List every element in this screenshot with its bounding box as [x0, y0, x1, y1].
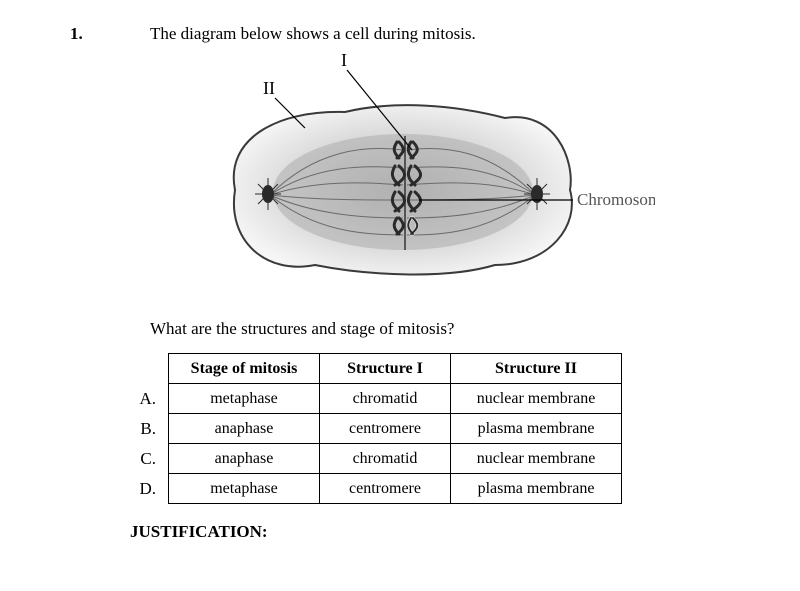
col-structure-i: Structure I	[320, 354, 451, 384]
label-II: II	[263, 78, 275, 98]
cell: plasma membrane	[451, 474, 622, 504]
label-I: I	[341, 50, 347, 70]
cell: metaphase	[169, 474, 320, 504]
cell: centromere	[320, 474, 451, 504]
cell: plasma membrane	[451, 414, 622, 444]
cell: anaphase	[169, 444, 320, 474]
question-text: The diagram below shows a cell during mi…	[150, 24, 476, 44]
table-row: anaphase centromere plasma membrane	[169, 414, 622, 444]
cell: anaphase	[169, 414, 320, 444]
sub-question: What are the structures and stage of mit…	[150, 319, 740, 339]
diagram-container: I II Chromosomes	[70, 50, 740, 305]
row-label-A: A.	[130, 384, 162, 414]
table-row: anaphase chromatid nuclear membrane	[169, 444, 622, 474]
row-label-C: C.	[130, 444, 162, 474]
cell: centromere	[320, 414, 451, 444]
table-row: metaphase centromere plasma membrane	[169, 474, 622, 504]
label-chromosomes: Chromosomes	[577, 190, 655, 209]
page: 1. The diagram below shows a cell during…	[0, 0, 800, 542]
row-labels: A. B. C. D.	[130, 353, 162, 504]
question-row: 1. The diagram below shows a cell during…	[70, 24, 740, 44]
question-number: 1.	[70, 24, 150, 44]
mitosis-diagram: I II Chromosomes	[155, 50, 655, 305]
table-row: metaphase chromatid nuclear membrane	[169, 384, 622, 414]
answer-table: Stage of mitosis Structure I Structure I…	[168, 353, 622, 504]
cell: nuclear membrane	[451, 384, 622, 414]
col-structure-ii: Structure II	[451, 354, 622, 384]
cell: chromatid	[320, 444, 451, 474]
answer-table-wrap: A. B. C. D. Stage of mitosis Structure I…	[130, 353, 740, 504]
row-label-spacer	[130, 353, 162, 384]
table-header-row: Stage of mitosis Structure I Structure I…	[169, 354, 622, 384]
row-label-D: D.	[130, 474, 162, 504]
row-label-B: B.	[130, 414, 162, 444]
cell: metaphase	[169, 384, 320, 414]
cell: chromatid	[320, 384, 451, 414]
justification-label: JUSTIFICATION:	[130, 522, 740, 542]
cell: nuclear membrane	[451, 444, 622, 474]
col-stage: Stage of mitosis	[169, 354, 320, 384]
